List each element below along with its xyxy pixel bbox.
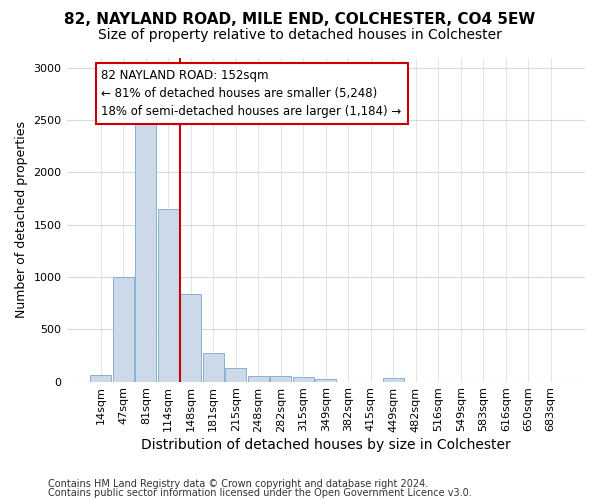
Bar bbox=[135, 124, 157, 382]
Y-axis label: Number of detached properties: Number of detached properties bbox=[15, 121, 28, 318]
Text: Size of property relative to detached houses in Colchester: Size of property relative to detached ho… bbox=[98, 28, 502, 42]
Bar bbox=[225, 368, 247, 382]
Text: 82, NAYLAND ROAD, MILE END, COLCHESTER, CO4 5EW: 82, NAYLAND ROAD, MILE END, COLCHESTER, … bbox=[64, 12, 536, 28]
Bar bbox=[383, 378, 404, 382]
Bar bbox=[113, 277, 134, 382]
Bar bbox=[270, 376, 292, 382]
Text: Contains HM Land Registry data © Crown copyright and database right 2024.: Contains HM Land Registry data © Crown c… bbox=[48, 479, 428, 489]
Text: 82 NAYLAND ROAD: 152sqm
← 81% of detached houses are smaller (5,248)
18% of semi: 82 NAYLAND ROAD: 152sqm ← 81% of detache… bbox=[101, 69, 402, 118]
Bar bbox=[158, 209, 179, 382]
Bar bbox=[90, 376, 112, 382]
Bar bbox=[180, 294, 202, 382]
Bar bbox=[203, 354, 224, 382]
Text: Contains public sector information licensed under the Open Government Licence v3: Contains public sector information licen… bbox=[48, 488, 472, 498]
X-axis label: Distribution of detached houses by size in Colchester: Distribution of detached houses by size … bbox=[141, 438, 511, 452]
Bar bbox=[248, 376, 269, 382]
Bar bbox=[315, 380, 337, 382]
Bar bbox=[293, 378, 314, 382]
